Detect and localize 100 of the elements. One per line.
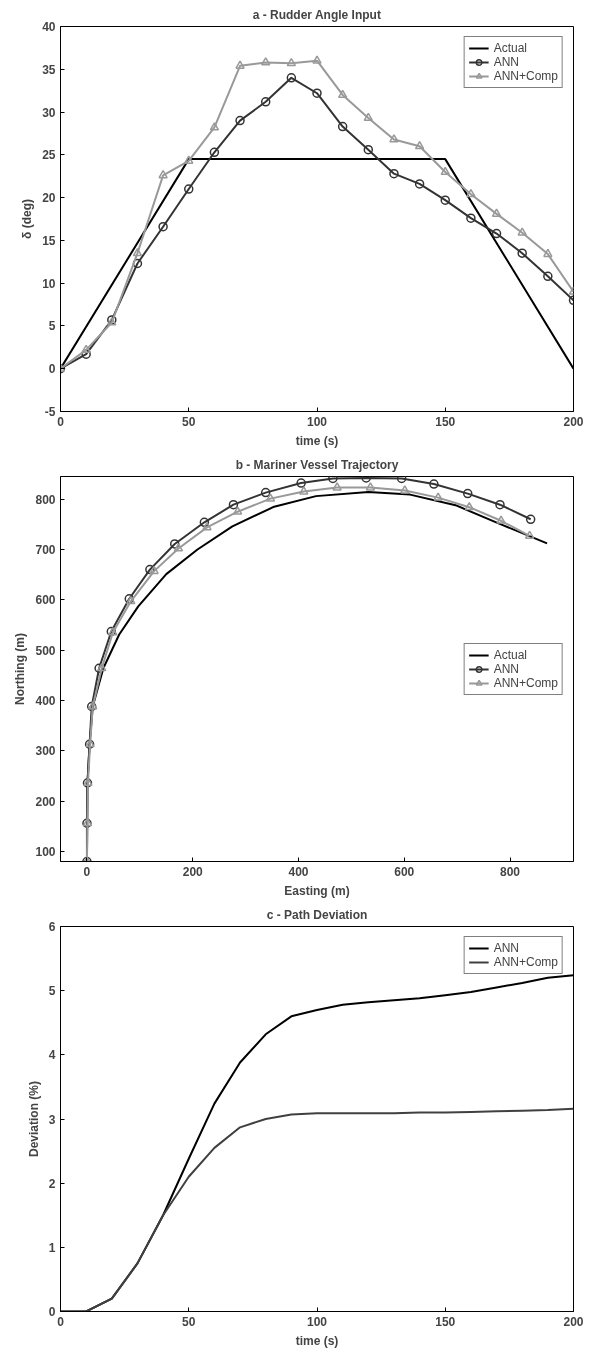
legend-label: ANN+Comp [493, 955, 558, 969]
point [173, 543, 184, 552]
chart-title: c - Path Deviation [266, 907, 368, 922]
x-tick-label: 200 [563, 414, 584, 429]
point [286, 73, 297, 83]
y-tick-label: 300 [35, 744, 56, 759]
point [543, 271, 553, 282]
point [496, 515, 506, 524]
point [466, 188, 476, 198]
chart-title: b - Mariner Vessel Trajectory [235, 457, 399, 472]
legend-label: ANN [493, 55, 519, 69]
point [389, 134, 399, 143]
point [199, 517, 210, 528]
point [337, 121, 348, 132]
y-tick-label: 20 [42, 191, 56, 206]
point [235, 60, 245, 69]
x-tick-label: 150 [435, 1314, 456, 1329]
point [337, 89, 348, 98]
point [491, 228, 502, 239]
point [363, 144, 374, 155]
point [158, 170, 168, 179]
point [145, 564, 155, 575]
y-tick-label: 1 [48, 1240, 56, 1255]
point [228, 499, 239, 510]
point [517, 248, 527, 258]
y-tick-label: 0 [48, 1305, 56, 1319]
legend-label: Actual [493, 41, 527, 55]
y-axis-title: Northing (m) [13, 633, 28, 705]
y-tick-label: 100 [35, 844, 56, 859]
point [169, 539, 180, 549]
y-tick-label: 25 [42, 148, 56, 163]
point [433, 492, 443, 501]
y-tick-label: 10 [42, 276, 56, 291]
y-tick-label: 700 [35, 542, 56, 557]
point [440, 166, 450, 175]
y-tick-label: 200 [35, 794, 56, 809]
point [81, 349, 91, 359]
point [149, 565, 159, 575]
y-tick-label: 4 [48, 1048, 56, 1063]
chart-title: a - Rudder Angle Input [252, 7, 381, 22]
point [312, 55, 322, 64]
y-tick-label: 400 [35, 693, 56, 708]
point [158, 221, 168, 232]
point [265, 493, 276, 502]
point [414, 140, 425, 150]
point [202, 521, 212, 531]
x-tick-label: 600 [394, 864, 415, 879]
y-tick-label: 40 [42, 20, 56, 34]
y-tick-label: 3 [48, 1112, 56, 1127]
point [81, 344, 91, 353]
point [232, 506, 243, 515]
y-tick-label: 500 [35, 643, 56, 658]
x-tick-label: 50 [182, 414, 196, 429]
x-tick-label: 200 [563, 1314, 584, 1329]
y-tick-label: -5 [44, 405, 56, 419]
point [543, 248, 553, 258]
y-axis-title: Deviation (%) [26, 1080, 41, 1157]
y-axis-title: δ (deg) [20, 199, 35, 239]
legend-label: Actual [493, 647, 527, 662]
y-tick-label: 0 [48, 362, 56, 377]
point [296, 478, 306, 488]
x-tick-label: 100 [306, 1314, 328, 1329]
x-tick-label: 800 [500, 864, 521, 879]
y-tick-label: 5 [48, 984, 56, 999]
point [365, 482, 376, 491]
legend-label: ANN+Comp [493, 675, 558, 690]
point [517, 227, 527, 236]
y-tick-label: 5 [48, 319, 56, 334]
point [525, 514, 536, 525]
y-tick-label: 35 [42, 62, 56, 77]
x-axis-title: time (s) [295, 1333, 339, 1348]
point [464, 501, 475, 511]
y-tick-label: 15 [42, 233, 56, 248]
y-tick-label: 2 [48, 1176, 56, 1191]
point [286, 57, 297, 67]
legend-label: ANN [493, 661, 519, 676]
point [495, 499, 505, 510]
point [429, 479, 439, 489]
point [462, 488, 473, 499]
point [440, 195, 450, 205]
y-tick-label: 30 [42, 105, 56, 120]
point [132, 258, 143, 269]
point [312, 88, 322, 98]
y-tick-label: 6 [48, 920, 56, 934]
x-tick-label: 200 [182, 864, 204, 879]
x-axis-title: Easting (m) [284, 883, 350, 898]
x-tick-label: 150 [435, 414, 456, 429]
point [414, 179, 425, 189]
point [491, 208, 502, 217]
y-tick-label: 800 [35, 492, 56, 507]
point [332, 482, 342, 491]
point [260, 57, 271, 66]
point [132, 247, 143, 257]
point [260, 97, 271, 107]
y-tick-label: 600 [35, 593, 56, 608]
point [184, 155, 194, 164]
legend-label: ANN+Comp [493, 69, 558, 83]
point [209, 147, 220, 158]
x-tick-label: 400 [288, 864, 309, 879]
point [299, 486, 309, 495]
